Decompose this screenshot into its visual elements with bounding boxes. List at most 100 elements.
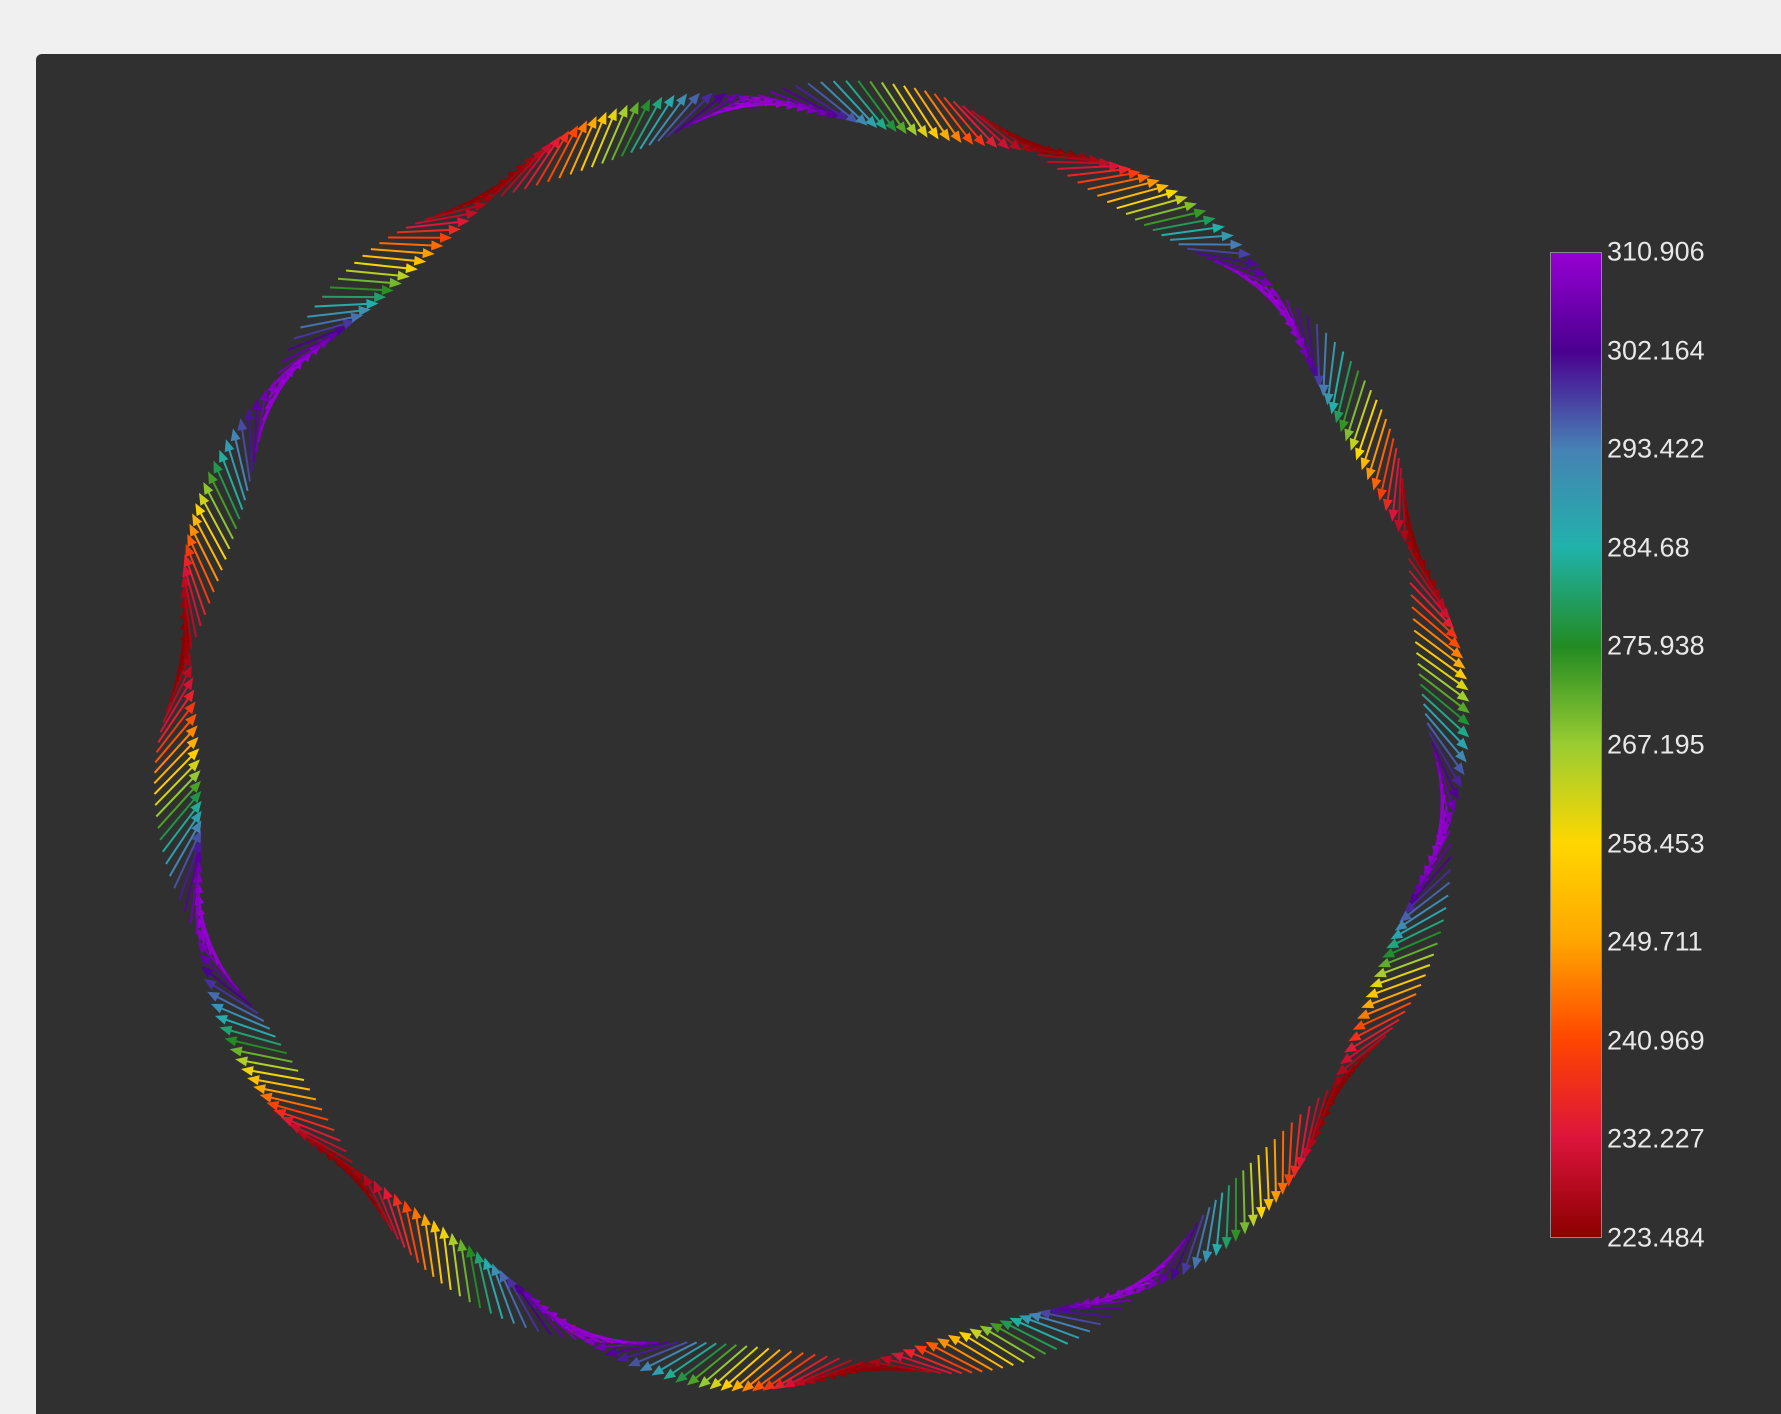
vector-arrow [1369,964,1431,988]
vector-arrow-shaft [469,1252,482,1309]
vector-arrow-shaft [213,994,265,1022]
vector-arrow-shaft [1404,881,1451,918]
vector-arrow-shaft [395,1201,413,1256]
vector-arrow [219,1025,282,1046]
vector-arrow-head [1377,957,1391,968]
vector-arrow-shaft [1419,683,1465,721]
vector-arrow-shaft [1408,569,1446,615]
vector-arrow [185,544,211,604]
vector-arrow-head [1304,356,1315,370]
vector-arrow-head [1371,477,1382,491]
vector-arrow-head [186,737,199,750]
vector-arrow-head [1009,139,1022,151]
vector-arrow-shaft [1417,843,1452,891]
vector-arrow [1428,731,1462,788]
vector-arrow-head [224,439,235,453]
vector-arrow [902,1349,963,1375]
vector-arrow [255,388,270,453]
vector-arrow-shaft [623,1341,678,1360]
vector-arrow-shaft [1161,226,1218,237]
vector-arrow-shaft [1411,606,1456,645]
vector-arrow [1334,360,1353,424]
vector-arrow [913,87,950,142]
vector-arrow [1318,332,1329,397]
vector-arrow-shaft [769,90,823,113]
vector-arrow [430,1220,443,1284]
vector-arrow-head [558,130,570,144]
vector-arrow-head [266,1101,280,1111]
vector-arrow-head [593,1342,606,1352]
vector-arrow-shaft [396,228,453,234]
vector-arrow [362,254,427,266]
vector-arrow-head [1399,910,1412,923]
vector-arrow [1382,448,1398,512]
vector-arrow [1087,173,1151,191]
vector-arrow [1414,641,1468,680]
vector-arrow-shaft [1357,399,1378,454]
vector-arrow [1314,323,1324,388]
vector-arrow [1419,683,1470,726]
vector-arrow-shaft [1257,1155,1263,1212]
vector-arrow [373,1180,400,1240]
vector-arrow-head [627,1357,641,1367]
vector-arrow-head [1408,892,1421,905]
vector-arrow-shaft [210,982,259,1015]
vector-arrow [388,232,453,243]
vector-arrow-head [925,1341,939,1352]
vector-arrow [159,677,194,733]
vector-arrow-head [1373,967,1387,978]
vector-arrow-shaft [646,1341,698,1369]
vector-arrow-shaft [1406,545,1438,595]
vector-arrow-head [1028,1312,1042,1322]
plot-viewport[interactable]: 310.906 302.164 293.422 284.68 275.938 2… [36,54,1781,1414]
vector-arrow-head [741,1380,755,1392]
vector-arrow-head [215,1015,228,1025]
vector-arrow-head [185,725,198,738]
vector-arrow-head [709,1377,722,1390]
vector-arrow [1284,1122,1295,1187]
vector-arrow-head [1442,617,1455,630]
vector-arrow-shaft [666,97,708,138]
vector-arrow-shaft [1214,260,1267,284]
vector-arrow [1256,1155,1266,1219]
vector-arrow-shaft [293,322,348,340]
vector-arrow-head [201,966,214,978]
vector-arrow [1047,1306,1112,1318]
vector-arrow-shaft [1433,751,1454,806]
vector-arrow-shaft [1368,983,1422,1006]
vector-arrow [215,1015,276,1038]
vector-arrow-head [524,155,537,168]
vector-arrow-head [582,1336,595,1347]
vector-arrow [979,1325,1036,1360]
vector-arrow-head [1212,223,1225,234]
vector-arrow-head [879,1355,893,1366]
vector-arrow-head [762,1379,776,1391]
vector-arrow-head [1365,988,1379,998]
vector-arrow-shaft [875,1361,932,1374]
vector-arrow-head [241,1066,254,1076]
vector-arrow [329,285,394,295]
vector-arrow-head [1307,1137,1317,1151]
vector-arrow-head [273,1109,287,1119]
vector-arrow-shaft [202,499,231,550]
vector-arrow-head [491,1263,501,1277]
vector-arrow-shaft [794,84,843,118]
vector-arrow-shaft [206,970,253,1007]
vector-arrow-head [1453,762,1465,776]
vector-arrow-shaft [1417,662,1464,698]
vector-arrow-shaft [1184,1214,1205,1269]
vector-arrow-shaft [1281,1130,1285,1187]
vector-arrow-shaft [460,1246,471,1303]
vector-arrow-shaft [1152,218,1208,232]
vector-arrow-head [439,1226,450,1239]
vector-arrow [890,1352,952,1375]
vector-arrow-head [1394,519,1404,533]
vector-arrow-shaft [736,1349,781,1387]
vector-arrow [684,93,739,129]
vector-arrow-head [203,979,217,990]
vector-arrow [1152,215,1216,232]
vector-arrow [370,248,435,259]
vector-arrow [405,217,470,229]
vector-arrow-shaft [155,775,196,818]
vector-arrow [1067,165,1132,177]
